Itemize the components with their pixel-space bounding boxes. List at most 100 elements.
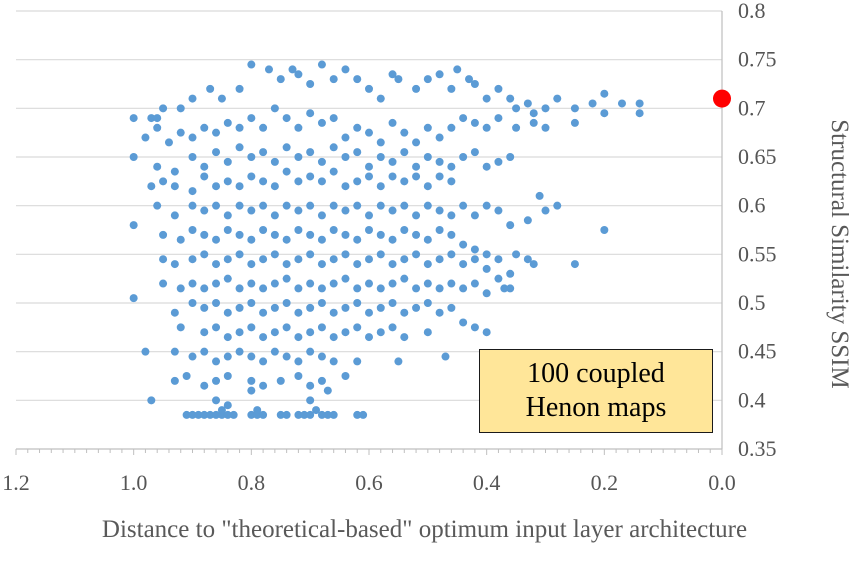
data-point: [294, 308, 303, 317]
data-point: [529, 118, 538, 127]
data-point: [317, 299, 326, 307]
data-point: [306, 410, 315, 419]
data-point: [447, 230, 456, 239]
data-point: [223, 410, 232, 419]
data-point: [423, 201, 432, 210]
data-point: [341, 65, 350, 74]
data-point: [159, 230, 168, 239]
data-point: [247, 60, 256, 69]
data-point: [341, 153, 350, 161]
data-point: [529, 260, 538, 269]
y-tick-label: 0.65: [738, 144, 777, 169]
data-point: [317, 211, 326, 220]
data-point: [270, 303, 279, 312]
data-point: [282, 114, 291, 123]
data-point: [482, 264, 491, 273]
x-tick-label: 1.2: [2, 470, 30, 495]
data-point: [412, 84, 421, 93]
data-point: [506, 221, 515, 230]
y-tick-label: 0.75: [738, 47, 777, 72]
data-point: [470, 148, 479, 157]
data-point: [282, 260, 291, 269]
data-point: [282, 201, 291, 210]
data-point: [235, 230, 244, 239]
data-point: [329, 226, 338, 234]
data-point: [129, 153, 138, 161]
data-point: [170, 347, 179, 356]
y-axis-title: Structural Similarity SSIM: [826, 119, 849, 388]
data-point: [235, 347, 244, 356]
data-point: [294, 206, 303, 215]
data-point: [329, 201, 338, 210]
data-point: [147, 182, 156, 191]
data-point: [353, 410, 362, 419]
data-point: [306, 230, 315, 239]
data-point: [365, 279, 373, 288]
data-point: [312, 406, 321, 415]
data-point: [435, 70, 444, 79]
x-axis-title: Distance to "theoretical-based" optimum …: [101, 516, 748, 543]
data-point: [329, 308, 338, 317]
y-tick-label: 0.4: [738, 387, 766, 412]
data-point: [341, 250, 350, 259]
data-point: [200, 206, 209, 215]
data-point: [282, 410, 291, 419]
data-point: [329, 279, 338, 288]
data-point: [570, 260, 579, 269]
data-point: [223, 352, 232, 361]
data-point: [294, 177, 303, 186]
data-point: [453, 65, 462, 74]
data-point: [523, 99, 532, 108]
data-point: [388, 70, 397, 79]
data-point: [170, 308, 179, 317]
data-point: [412, 138, 421, 147]
data-point: [482, 201, 491, 210]
data-point: [164, 138, 173, 147]
data-point: [282, 274, 291, 283]
data-point: [423, 260, 432, 269]
data-point: [188, 94, 197, 103]
data-point: [182, 372, 191, 380]
data-point: [200, 172, 209, 181]
data-point: [259, 201, 268, 210]
data-point: [423, 153, 432, 161]
data-point: [294, 153, 303, 161]
data-point: [353, 201, 362, 210]
data-point: [212, 357, 221, 366]
data-point: [400, 128, 409, 137]
y-axis: 0.35 0.4 0.45 0.5 0.55 0.6 0.65 0.7 0.75 0.8: [721, 0, 777, 461]
data-point: [176, 323, 185, 332]
data-point: [188, 279, 197, 288]
data-point: [482, 123, 491, 132]
optimum-point: [713, 89, 731, 108]
data-point: [435, 284, 444, 293]
data-point: [200, 123, 209, 132]
data-point: [412, 284, 421, 293]
data-point: [388, 157, 397, 166]
data-point: [459, 318, 468, 327]
x-tick-label: 0.4: [473, 470, 501, 495]
data-point: [435, 206, 444, 215]
data-point: [317, 157, 326, 166]
data-point: [470, 323, 479, 332]
data-point: [541, 123, 550, 132]
data-point: [276, 410, 285, 419]
data-point: [423, 299, 432, 307]
data-point: [247, 323, 256, 332]
data-point: [147, 396, 156, 405]
data-point: [376, 284, 385, 293]
y-tick-label: 0.7: [738, 95, 766, 120]
data-point: [259, 123, 268, 132]
data-point: [247, 206, 256, 215]
data-point: [153, 114, 162, 123]
data-point: [188, 201, 197, 210]
data-point: [235, 201, 244, 210]
data-point: [206, 410, 215, 419]
data-point: [447, 250, 456, 259]
data-point: [270, 157, 279, 166]
data-point: [317, 410, 326, 419]
data-point: [412, 211, 421, 220]
data-point: [470, 279, 479, 288]
data-point: [329, 143, 338, 152]
data-point: [353, 357, 362, 366]
